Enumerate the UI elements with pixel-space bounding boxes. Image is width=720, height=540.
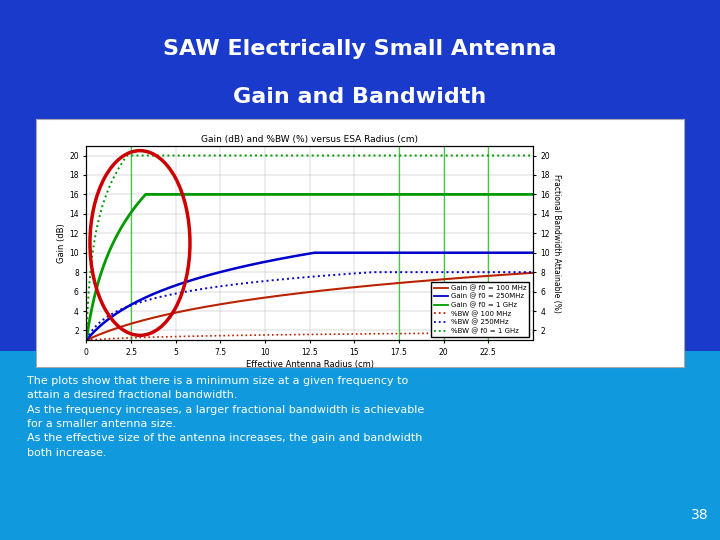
X-axis label: Effective Antenna Radius (cm): Effective Antenna Radius (cm): [246, 360, 374, 369]
Y-axis label: Fractional Bandwidth Attainable (%): Fractional Bandwidth Attainable (%): [552, 173, 561, 313]
Text: The plots show that there is a minimum size at a given frequency to
attain a des: The plots show that there is a minimum s…: [27, 376, 425, 458]
Text: SAW Electrically Small Antenna: SAW Electrically Small Antenna: [163, 38, 557, 59]
Title: Gain (dB) and %BW (%) versus ESA Radius (cm): Gain (dB) and %BW (%) versus ESA Radius …: [201, 134, 418, 144]
Text: Gain and Bandwidth: Gain and Bandwidth: [233, 87, 487, 107]
Y-axis label: Gain (dB): Gain (dB): [58, 223, 66, 263]
Bar: [0, 0, 720, 351]
Legend: Gain @ f0 = 100 MHz, Gain @ f0 = 250MHz, Gain @ f0 = 1 GHz, %BW @ 100 MHz, %BW @: Gain @ f0 = 100 MHz, Gain @ f0 = 250MHz,…: [431, 282, 529, 337]
Bar: [0, 351, 720, 540]
Text: 38: 38: [691, 508, 708, 522]
